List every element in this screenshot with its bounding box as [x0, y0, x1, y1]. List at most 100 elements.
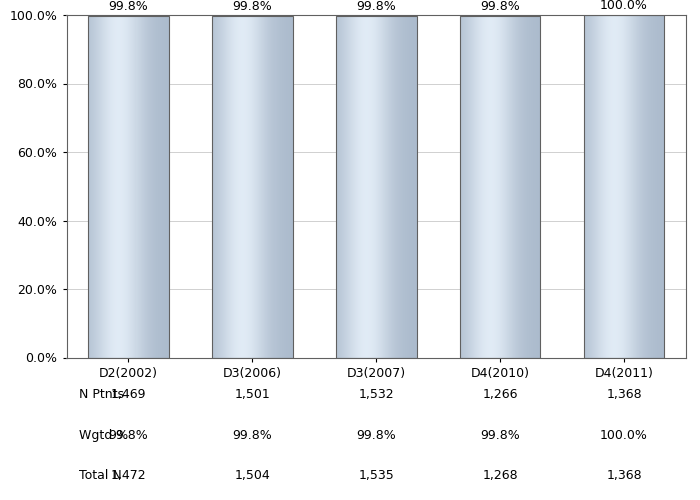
Bar — [644, 15, 645, 357]
Bar — [606, 15, 607, 357]
Bar — [158, 16, 159, 357]
Bar — [492, 16, 493, 357]
Bar — [141, 16, 143, 357]
Bar — [494, 16, 496, 357]
Bar — [246, 16, 248, 357]
Bar — [369, 16, 370, 357]
Bar — [646, 15, 648, 357]
Bar — [651, 15, 652, 357]
Bar — [401, 16, 402, 357]
Bar — [256, 16, 258, 357]
Bar — [337, 16, 338, 357]
Bar — [94, 16, 95, 357]
Text: Total N: Total N — [79, 469, 122, 482]
Bar — [155, 16, 157, 357]
Bar — [256, 16, 257, 357]
Bar — [624, 15, 625, 357]
Bar — [363, 16, 365, 357]
Bar — [472, 16, 473, 357]
Bar — [281, 16, 283, 357]
Bar — [662, 15, 664, 357]
Bar — [235, 16, 237, 357]
Bar — [499, 16, 500, 357]
Bar — [286, 16, 287, 357]
Bar — [631, 15, 632, 357]
Text: 100.0%: 100.0% — [600, 0, 648, 12]
Bar — [622, 15, 623, 357]
Bar — [505, 16, 506, 357]
Bar — [356, 16, 358, 357]
Bar — [348, 16, 349, 357]
Bar — [263, 16, 265, 357]
Bar — [643, 15, 645, 357]
Bar — [602, 15, 603, 357]
Bar — [405, 16, 406, 357]
Bar — [362, 16, 363, 357]
Bar — [145, 16, 146, 357]
Bar — [242, 16, 244, 357]
Bar — [340, 16, 342, 357]
Bar — [533, 16, 535, 357]
Bar — [598, 15, 599, 357]
Bar — [591, 15, 592, 357]
Bar — [288, 16, 290, 357]
Bar — [621, 15, 622, 357]
Bar — [538, 16, 539, 357]
Bar — [241, 16, 242, 357]
Bar — [292, 16, 293, 357]
Bar — [288, 16, 289, 357]
Bar — [359, 16, 360, 357]
Bar — [286, 16, 288, 357]
Bar — [640, 15, 641, 357]
Bar — [229, 16, 230, 357]
Bar — [613, 15, 614, 357]
Bar — [290, 16, 291, 357]
Bar — [638, 15, 639, 357]
Bar — [338, 16, 339, 357]
Bar — [223, 16, 225, 357]
Bar — [380, 16, 382, 357]
Bar — [336, 16, 416, 357]
Bar — [150, 16, 152, 357]
Text: 99.8%: 99.8% — [232, 428, 272, 442]
Bar — [473, 16, 474, 357]
Bar — [619, 15, 620, 357]
Bar — [463, 16, 464, 357]
Bar — [93, 16, 95, 357]
Bar — [167, 16, 168, 357]
Bar — [636, 15, 638, 357]
Bar — [536, 16, 538, 357]
Bar — [658, 15, 659, 357]
Bar — [587, 15, 588, 357]
Text: 99.8%: 99.8% — [108, 0, 148, 13]
Bar — [274, 16, 276, 357]
Bar — [466, 16, 467, 357]
Bar — [524, 16, 526, 357]
Text: 99.8%: 99.8% — [480, 428, 520, 442]
Bar — [279, 16, 280, 357]
Bar — [489, 16, 490, 357]
Bar — [339, 16, 340, 357]
Text: Wgtd %: Wgtd % — [79, 428, 128, 442]
Bar — [153, 16, 154, 357]
Bar — [252, 16, 253, 357]
Bar — [89, 16, 90, 357]
Bar — [157, 16, 158, 357]
Bar — [481, 16, 482, 357]
Bar — [603, 15, 604, 357]
Bar — [234, 16, 235, 357]
Bar — [349, 16, 350, 357]
Bar — [236, 16, 237, 357]
Bar — [354, 16, 356, 357]
Bar — [618, 15, 620, 357]
Bar — [514, 16, 515, 357]
Bar — [475, 16, 476, 357]
Bar — [225, 16, 226, 357]
Bar — [626, 15, 627, 357]
Bar — [616, 15, 617, 357]
Bar — [604, 15, 606, 357]
Bar — [531, 16, 533, 357]
Bar — [251, 16, 253, 357]
Bar — [107, 16, 108, 357]
Bar — [405, 16, 407, 357]
